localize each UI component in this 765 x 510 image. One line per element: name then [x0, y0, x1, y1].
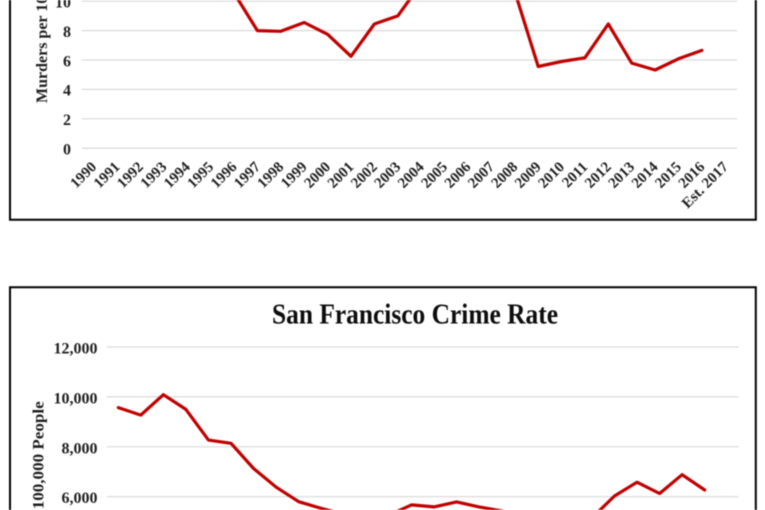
svg-text:San Francisco Crime Rate: San Francisco Crime Rate [272, 299, 558, 331]
svg-text:0: 0 [63, 142, 71, 159]
svg-text:6: 6 [63, 53, 71, 70]
svg-text:10,000: 10,000 [54, 390, 98, 407]
svg-text:8: 8 [63, 24, 71, 41]
svg-text:Murders per 100,000 People: Murders per 100,000 People [34, 0, 51, 103]
svg-text:10: 10 [55, 0, 71, 12]
svg-text:8,000: 8,000 [62, 440, 98, 457]
svg-text:100,000 People: 100,000 People [31, 401, 48, 509]
svg-text:4: 4 [63, 83, 71, 100]
svg-text:12,000: 12,000 [54, 341, 98, 358]
svg-text:6,000: 6,000 [62, 490, 98, 507]
svg-text:2: 2 [63, 112, 71, 129]
